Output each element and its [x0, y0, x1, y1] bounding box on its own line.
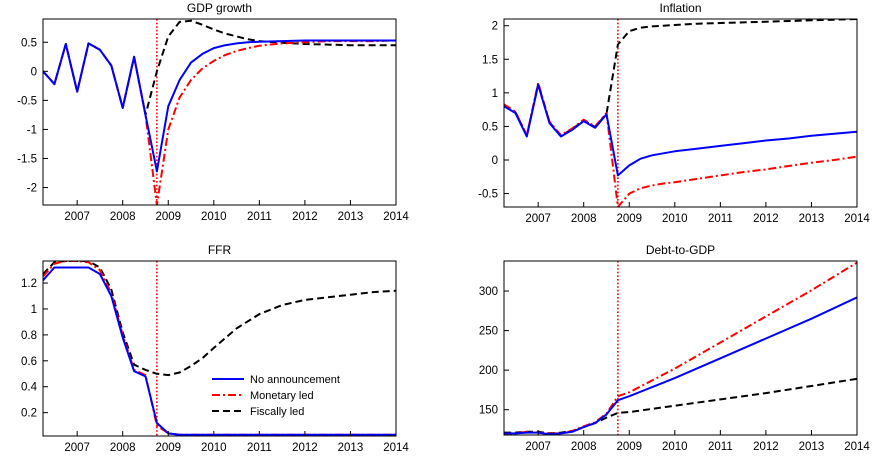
y-tick-label: 300	[479, 286, 498, 298]
panel-ffr: FFR 0.2 0.4 0.6 0.8 1 1.2 2007 2008 2009 2010 2011 2…	[21, 243, 409, 454]
x-tick-label: 2012	[292, 442, 318, 454]
x-tick-label: 2012	[753, 213, 779, 225]
axes-frame	[503, 260, 858, 436]
y-tick-label: 0.5	[482, 121, 498, 133]
y-tick-label: 1	[492, 88, 498, 100]
series-group	[43, 19, 396, 205]
x-tick-label: 2008	[110, 211, 136, 223]
x-tick-label: 2007	[525, 213, 551, 225]
series-line-monetary-led	[504, 261, 857, 435]
x-tick-label: 2008	[110, 442, 136, 454]
y-tick-label: 0	[492, 155, 498, 167]
series-line-no-announcement	[43, 266, 396, 436]
y-tick-label: 1.5	[482, 54, 498, 66]
series-group	[504, 261, 857, 435]
x-tick-label: 2007	[64, 442, 90, 454]
series-group	[43, 261, 396, 436]
x-tick-label: 2010	[201, 211, 227, 223]
panel-gdp-growth: GDP growth -2 -1.5 -1 -0.5 0 0.5 2007 2008 2009 20…	[17, 1, 409, 223]
x-tick-label: 2011	[247, 442, 272, 454]
series-line-fiscally-led	[43, 261, 396, 377]
x-tick-label: 2009	[155, 211, 181, 223]
legend-label-fiscally-led: Fiscally led	[250, 406, 304, 418]
axes-frame	[42, 260, 397, 437]
y-tick-label: 0	[31, 66, 37, 78]
y-tick-label: -2	[27, 183, 37, 195]
y-tick-label: -0.5	[478, 189, 498, 201]
x-tick-label: 2014	[844, 441, 870, 453]
x-tick-label: 2009	[616, 213, 642, 225]
y-tick-label: 0.2	[21, 408, 37, 420]
y-tick-label: 2	[492, 21, 498, 33]
panel-debt-to-gdp: Debt-to-GDP 150 200 250 300 2007 2008 2009 2010 2…	[479, 243, 871, 453]
x-tick-label: 2011	[247, 211, 272, 223]
axes-frame	[42, 18, 397, 206]
chart-title: GDP growth	[187, 1, 252, 15]
axes-frame	[503, 18, 858, 208]
x-tick-label: 2007	[64, 211, 90, 223]
series-line-fiscally-led	[504, 19, 857, 137]
series-line-fiscally-led	[504, 377, 857, 435]
y-tick-label: 0.4	[21, 382, 38, 394]
x-tick-label: 2014	[383, 211, 409, 223]
series-line-no-announcement	[504, 83, 857, 177]
x-tick-label: 2011	[708, 441, 733, 453]
series-group	[504, 19, 857, 207]
series-line-no-announcement	[43, 39, 396, 173]
x-tick-label: 2014	[844, 213, 870, 225]
x-tick-label: 2013	[799, 441, 825, 453]
x-tick-label: 2010	[662, 213, 688, 225]
x-tick-label: 2009	[616, 441, 642, 453]
y-tick-label: 1.2	[21, 278, 37, 290]
chart-title: Debt-to-GDP	[646, 243, 715, 257]
x-tick-label: 2010	[201, 442, 227, 454]
chart-title: FFR	[208, 243, 232, 257]
y-tick-label: 0.8	[21, 330, 37, 342]
y-tick-label: 0.5	[21, 37, 37, 49]
legend-label-no-announcement: No announcement	[250, 374, 340, 386]
legend: No announcement Monetary led Fiscally led	[208, 367, 358, 421]
y-tick-label: 150	[479, 405, 498, 417]
y-tick-label: 200	[479, 365, 498, 377]
y-tick-label: 1	[31, 304, 37, 316]
y-tick-label: 250	[479, 326, 498, 338]
series-line-fiscally-led	[43, 19, 396, 116]
series-line-monetary-led	[504, 81, 857, 207]
x-tick-label: 2012	[753, 441, 779, 453]
x-tick-label: 2011	[708, 213, 733, 225]
series-line-no-announcement	[504, 296, 857, 435]
y-tick-label: -0.5	[17, 95, 37, 107]
x-tick-label: 2007	[525, 441, 551, 453]
x-tick-label: 2008	[571, 213, 597, 225]
x-tick-label: 2013	[338, 442, 364, 454]
x-tick-label: 2008	[571, 441, 597, 453]
x-tick-label: 2013	[799, 213, 825, 225]
series-line-monetary-led	[43, 39, 396, 205]
x-tick-label: 2010	[662, 441, 688, 453]
legend-label-monetary-led: Monetary led	[250, 390, 314, 402]
x-tick-label: 2013	[338, 211, 364, 223]
x-tick-label: 2009	[155, 442, 181, 454]
panel-inflation: Inflation -0.5 0 0.5 1 1.5 2 2007 2008 2009 2010 20…	[478, 1, 870, 225]
chart-title: Inflation	[659, 1, 701, 15]
y-tick-label: 0.6	[21, 356, 37, 368]
y-tick-label: -1	[27, 124, 37, 136]
x-tick-label: 2012	[292, 211, 318, 223]
x-tick-label: 2014	[383, 442, 409, 454]
y-tick-label: -1.5	[17, 154, 37, 166]
